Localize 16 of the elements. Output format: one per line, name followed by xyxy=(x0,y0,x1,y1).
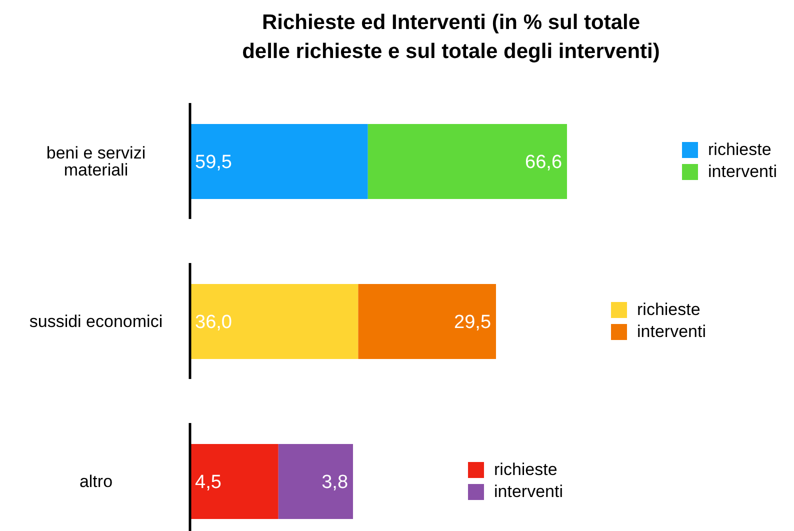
data-label: 36,0 xyxy=(195,312,232,334)
legend-label: richieste xyxy=(637,300,700,320)
y-tick-label: altro xyxy=(79,472,113,492)
chart-title: Richieste ed Interventi (in % sul totale delle richieste e sul totale degli interventi) xyxy=(241,10,661,65)
y-tick-label: sussidi economici xyxy=(29,312,163,332)
legend-label: richieste xyxy=(708,140,772,160)
data-label: 3,8 xyxy=(322,472,348,494)
legend-label: richieste xyxy=(494,460,558,480)
data-label: 29,5 xyxy=(454,312,492,334)
legend-label: interventi xyxy=(637,322,706,342)
legend-label: interventi xyxy=(708,162,777,182)
y-tick-label: beni e servizi materiali xyxy=(46,144,146,180)
data-label: 59,5 xyxy=(195,152,232,174)
data-label: 4,5 xyxy=(195,472,222,494)
legend-label: interventi xyxy=(494,482,563,502)
data-label: 66,6 xyxy=(525,152,562,174)
